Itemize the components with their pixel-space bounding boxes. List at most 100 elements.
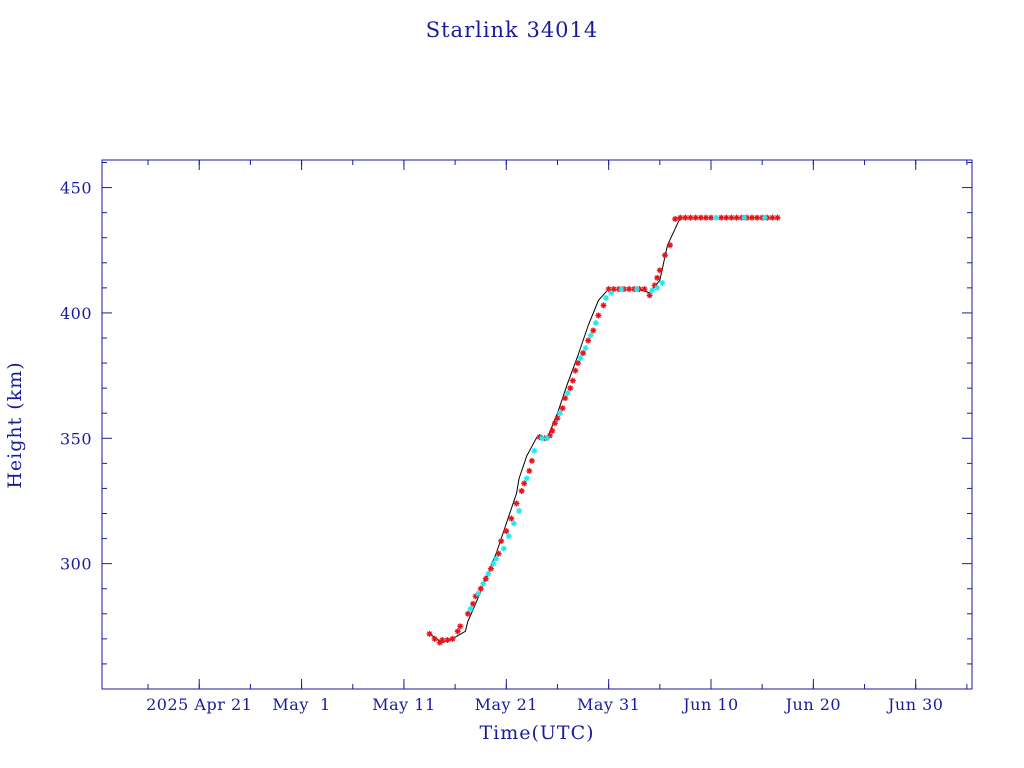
red-data-point bbox=[723, 214, 730, 221]
height-line bbox=[429, 217, 778, 644]
red-data-point bbox=[585, 337, 592, 344]
cyan-data-point bbox=[564, 390, 571, 397]
cyan-data-point bbox=[654, 284, 661, 291]
red-data-point bbox=[457, 623, 464, 630]
cyan-data-point bbox=[761, 214, 768, 221]
red-data-point bbox=[477, 585, 484, 592]
cyan-data-point bbox=[467, 605, 474, 612]
red-data-point bbox=[472, 593, 479, 600]
red-data-point bbox=[521, 480, 528, 487]
red-data-point bbox=[546, 432, 553, 439]
red-data-point bbox=[641, 286, 648, 293]
cyan-data-point bbox=[592, 319, 599, 326]
red-data-point bbox=[513, 500, 520, 507]
cyan-data-point bbox=[582, 345, 589, 352]
red-data-point bbox=[431, 635, 438, 642]
red-data-point bbox=[526, 467, 533, 474]
cyan-data-point bbox=[577, 355, 584, 362]
red-data-point bbox=[464, 610, 471, 617]
y-tick-label: 400 bbox=[60, 304, 92, 323]
red-data-point bbox=[708, 214, 714, 221]
red-data-point bbox=[687, 214, 694, 221]
red-data-point bbox=[528, 457, 535, 464]
cyan-data-point bbox=[480, 580, 487, 587]
cyan-data-point bbox=[659, 279, 666, 286]
red-data-point bbox=[536, 434, 543, 441]
red-data-point bbox=[605, 286, 612, 293]
cyan-data-point bbox=[557, 410, 564, 417]
red-data-point bbox=[774, 214, 781, 221]
x-axis-label: Time(UTC) bbox=[479, 722, 594, 744]
cyan-data-point bbox=[587, 332, 594, 339]
cyan-data-point bbox=[490, 560, 497, 567]
cyan-data-point bbox=[475, 590, 482, 597]
red-data-point bbox=[470, 600, 477, 607]
red-data-point bbox=[626, 286, 633, 293]
cyan-data-point bbox=[500, 545, 507, 552]
x-tick-labels: 2025 Apr 21 May 1 May 11 May 21 May 31 Jun 10… bbox=[146, 695, 943, 714]
red-data-point bbox=[551, 420, 558, 427]
red-data-point bbox=[661, 252, 668, 259]
x-tick-label: May 1 bbox=[272, 695, 330, 714]
red-data-point bbox=[654, 274, 661, 281]
cyan-data-point bbox=[649, 287, 656, 294]
cyan-data-point bbox=[493, 555, 500, 562]
cyan-data-point bbox=[516, 507, 523, 514]
red-data-point bbox=[562, 395, 569, 402]
x-tick-label: Jun 20 bbox=[784, 695, 841, 714]
red-data-point bbox=[549, 427, 556, 434]
red-data-point bbox=[728, 214, 735, 221]
red-data-point bbox=[482, 575, 489, 582]
cyan-data-point bbox=[539, 435, 546, 442]
red-data-point bbox=[559, 405, 566, 412]
cyan-data-point bbox=[603, 294, 610, 301]
red-data-point bbox=[518, 487, 525, 494]
red-data-point bbox=[651, 282, 658, 289]
data-series bbox=[426, 214, 781, 646]
red-data-point bbox=[646, 292, 653, 299]
red-data-point bbox=[572, 367, 579, 374]
cyan-data-point bbox=[741, 214, 748, 221]
cyan-data-point bbox=[618, 286, 625, 293]
x-tick-label: May 21 bbox=[475, 695, 538, 714]
red-data-point bbox=[769, 214, 776, 221]
x-tick-label: May 11 bbox=[372, 695, 435, 714]
red-data-point bbox=[439, 637, 446, 644]
cyan-data-point bbox=[608, 289, 615, 296]
red-data-point bbox=[444, 637, 451, 644]
red-data-point bbox=[610, 286, 617, 293]
red-data-point bbox=[733, 214, 740, 221]
red-data-point bbox=[580, 350, 587, 357]
red-data-point bbox=[672, 215, 679, 222]
red-data-point bbox=[702, 214, 709, 221]
red-data-point bbox=[748, 214, 755, 221]
y-tick-label: 350 bbox=[60, 429, 92, 448]
red-data-point bbox=[567, 385, 574, 392]
red-data-point bbox=[677, 214, 684, 221]
y-tick-label: 300 bbox=[60, 555, 92, 574]
cyan-data-point bbox=[713, 214, 720, 221]
y-axis-label: Height (km) bbox=[4, 361, 26, 488]
cyan-data-point bbox=[523, 475, 530, 482]
red-data-point bbox=[667, 242, 674, 249]
red-data-point bbox=[595, 312, 602, 319]
red-data-point bbox=[718, 214, 725, 221]
cyan-data-point bbox=[485, 570, 492, 577]
red-data-point bbox=[487, 565, 494, 572]
cyan-data-point bbox=[544, 435, 551, 442]
red-data-point bbox=[436, 639, 443, 646]
red-data-point bbox=[554, 415, 561, 422]
red-data-point bbox=[574, 360, 581, 367]
red-data-point bbox=[754, 214, 761, 221]
red-data-point bbox=[600, 302, 607, 309]
y-tick-label: 450 bbox=[60, 179, 92, 198]
plot-frame bbox=[101, 159, 973, 690]
x-tick-label: May 31 bbox=[577, 695, 640, 714]
red-data-point bbox=[503, 528, 510, 535]
red-data-point bbox=[454, 628, 461, 635]
red-data-point bbox=[682, 214, 689, 221]
red-data-point bbox=[495, 550, 502, 557]
red-data-point bbox=[590, 327, 597, 334]
chart-title: Starlink 34014 bbox=[426, 18, 599, 42]
x-tick-label: 2025 Apr 21 bbox=[146, 695, 252, 714]
